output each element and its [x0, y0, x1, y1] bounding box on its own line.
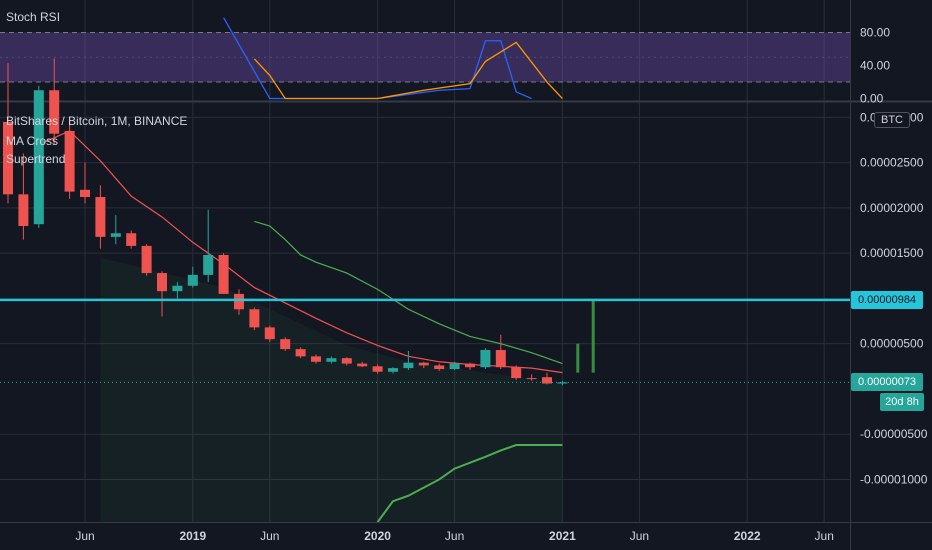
time-axis-tick: Jun: [75, 529, 94, 543]
candle-body: [3, 121, 13, 195]
candle-body: [388, 368, 398, 372]
time-axis-tick: 2019: [179, 529, 206, 543]
candle-body: [141, 245, 152, 274]
candle-body: [449, 363, 460, 370]
candle-body: [372, 366, 383, 372]
grid-lines: [0, 0, 932, 522]
candle-body: [126, 233, 137, 246]
supertrend-legend[interactable]: Supertrend: [6, 152, 66, 166]
price-axis-tick: -0.00000500: [860, 427, 928, 441]
candle-body: [341, 358, 352, 364]
candle-body: [418, 362, 429, 366]
candle-body: [511, 367, 522, 379]
candle-body: [357, 363, 368, 367]
stoch-rsi-band: [0, 32, 850, 83]
candle-body: [49, 90, 60, 134]
rsi-axis-tick: 80.00: [860, 26, 890, 40]
time-axis-tick: 2020: [364, 529, 391, 543]
ma-fast-line: [38, 130, 563, 374]
candle-body: [203, 254, 214, 275]
rsi-axis-tick: 40.00: [860, 59, 890, 73]
time-axis-tick: Jun: [260, 529, 279, 543]
time-axis-tick: Jun: [630, 529, 649, 543]
supertrend-line: [376, 444, 563, 523]
candle-body: [80, 189, 90, 198]
candle-body: [110, 233, 121, 237]
candle-body: [64, 130, 75, 192]
price-axis-tick: 0.00000500: [860, 337, 924, 351]
price-axis-tick: -0.00001000: [860, 472, 928, 486]
candle-body: [280, 339, 291, 350]
candle-body: [542, 377, 552, 384]
last-price-label: 0.00000073: [851, 373, 923, 392]
projection-bar: [576, 343, 580, 373]
candle-body: [295, 349, 306, 357]
candle-body: [187, 274, 198, 286]
candle-body: [157, 273, 167, 292]
candle-body: [480, 350, 491, 368]
candle-body: [218, 254, 229, 294]
candle-body: [495, 350, 506, 368]
time-axis-tick: 2021: [549, 529, 576, 543]
ma-cross-legend[interactable]: MA Cross: [6, 134, 59, 148]
candle-body: [326, 358, 337, 362]
time-axis-tick: Jun: [815, 529, 834, 543]
rsi-axis-tick: 0.00: [860, 92, 884, 106]
time-axis-tick: 2022: [734, 529, 761, 543]
symbol-legend[interactable]: BitShares / Bitcoin, 1M, BINANCE: [6, 114, 188, 128]
price-pane: [0, 58, 850, 523]
candle-body: [234, 293, 244, 310]
supertrend-fill-upper: [100, 257, 563, 384]
candle-body: [434, 365, 445, 370]
stoch-rsi-pane: [0, 17, 850, 100]
projection-bar: [591, 299, 595, 373]
candle-body: [311, 356, 321, 362]
candle-body: [95, 197, 106, 237]
candle-body: [33, 90, 44, 225]
stoch-rsi-title[interactable]: Stoch RSI: [6, 10, 61, 24]
price-axis-tick: 0.00001500: [860, 246, 924, 260]
candle-body: [18, 194, 29, 227]
stoch-d-line: [253, 41, 563, 100]
candle-body: [403, 362, 414, 369]
candle-body: [249, 309, 260, 328]
candle-countdown-label: 20d 8h: [880, 393, 924, 412]
candle-body: [526, 378, 537, 380]
candle-body: [172, 285, 183, 292]
price-axis-tick: 0.00002500: [860, 156, 924, 170]
supertrend-fill-lower: [100, 383, 563, 522]
candle-body: [465, 363, 475, 368]
hline-price-label: 0.00000984: [851, 290, 923, 309]
candle-body: [264, 327, 275, 340]
candle-body: [557, 382, 568, 384]
time-axis-tick: Jun: [445, 529, 464, 543]
currency-badge[interactable]: BTC: [874, 112, 910, 128]
price-axis-tick: 0.00002000: [860, 201, 924, 215]
